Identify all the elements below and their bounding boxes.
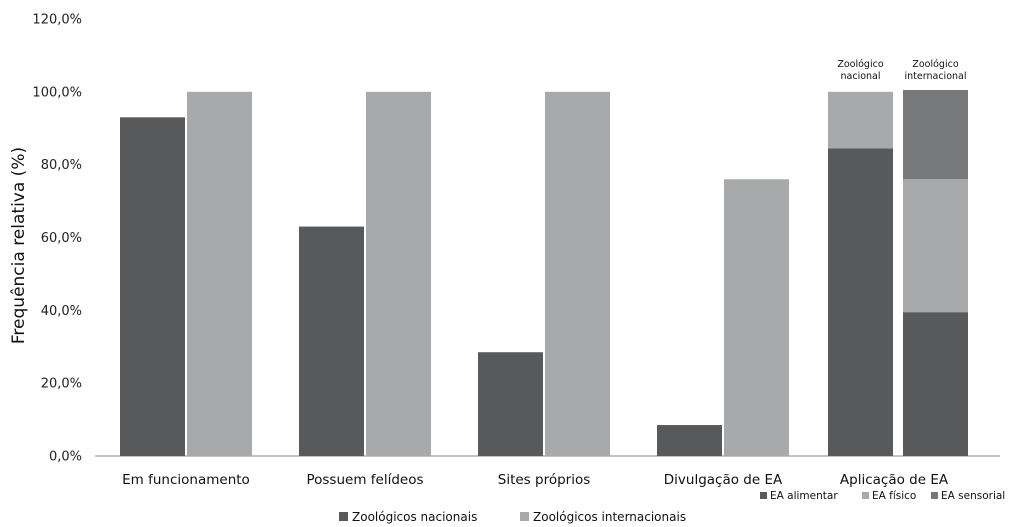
bar-zoologicos-internacionais — [366, 91, 431, 456]
legend-small-label: EA sensorial — [941, 490, 1005, 502]
y-axis-title: Frequência relativa (%) — [9, 147, 29, 344]
x-category-label: Sites próprios — [498, 472, 591, 488]
stacked-bar-label-line1: Zoológico — [837, 59, 883, 70]
y-tick-label: 60,0% — [41, 231, 82, 246]
legend-main-swatch — [339, 512, 348, 521]
legend-small-label: EA físico — [872, 490, 916, 502]
stacked-bar-label-line1: Zoológico — [912, 59, 958, 70]
bar-zoologicos-nacionais — [657, 425, 722, 456]
bar-zoologicos-internacionais — [187, 91, 252, 456]
stacked-segment-ea-alimentar — [828, 148, 893, 456]
y-tick-label: 40,0% — [41, 304, 82, 319]
x-category-label: Em funcionamento — [122, 472, 250, 488]
bar-zoologicos-internacionais — [545, 91, 610, 456]
stacked-segment-ea-sensorial — [903, 90, 968, 180]
stacked-segment-ea-fisico — [903, 179, 968, 313]
bar-zoologicos-nacionais — [478, 352, 543, 456]
y-tick-label: 100,0% — [32, 85, 82, 100]
y-tick-label: 80,0% — [41, 158, 82, 173]
stacked-segment-ea-fisico — [828, 91, 893, 149]
y-tick-label: 20,0% — [41, 377, 82, 392]
x-category-label: Aplicação de EA — [840, 472, 949, 488]
stacked-bar-label-line2: internacional — [905, 71, 967, 82]
y-tick-label: 0,0% — [49, 450, 82, 465]
stacked-segment-ea-alimentar — [903, 312, 968, 456]
bar-zoologicos-nacionais — [299, 226, 364, 456]
legend-main-label: Zoológicos nacionais — [352, 510, 477, 524]
legend-main-swatch — [520, 512, 529, 521]
legend-small-swatch — [862, 492, 869, 499]
y-tick-label: 120,0% — [32, 13, 82, 28]
x-category-label: Divulgação de EA — [664, 472, 783, 488]
x-category-label: Possuem felídeos — [306, 472, 423, 488]
bar-zoologicos-nacionais — [120, 117, 185, 456]
legend-main-label: Zoológicos internacionais — [533, 510, 686, 524]
legend-small-swatch — [760, 492, 767, 499]
stacked-bar-label-line2: nacional — [841, 71, 881, 82]
legend-small-label: EA alimentar — [770, 490, 838, 502]
legend-small-swatch — [931, 492, 938, 499]
bar-zoologicos-internacionais — [724, 179, 789, 456]
